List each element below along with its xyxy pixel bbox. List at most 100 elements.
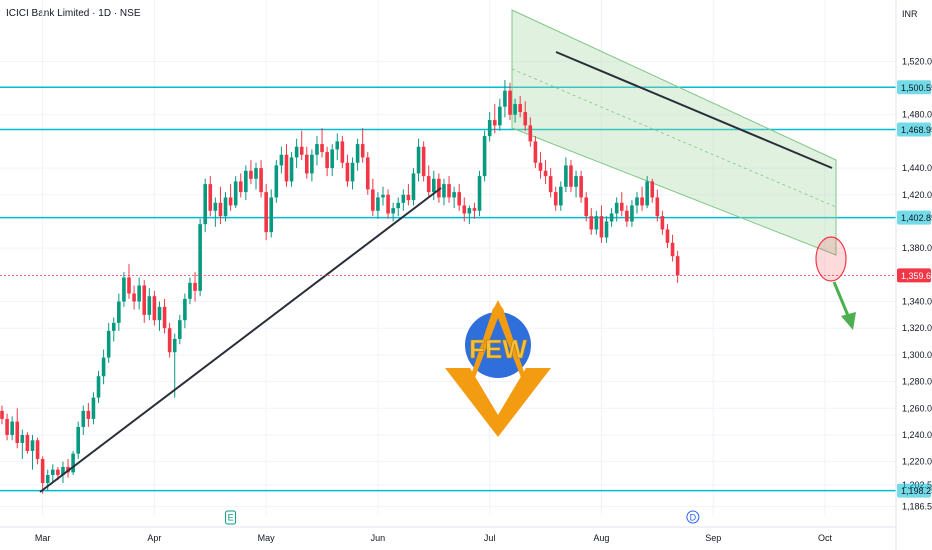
time-tick-label: Aug [593,533,609,543]
candle-body [111,322,116,331]
candle-body [432,178,436,193]
level-badge-label: 1,468.95 [901,125,932,135]
candle-body [619,202,624,211]
time-tick-label: May [258,533,276,543]
price-tick-label: 1,280.00 [902,377,932,387]
candle-body [15,421,20,443]
currency-label[interactable]: INR [902,9,918,19]
candle-body [0,410,4,419]
candle-body [360,144,365,158]
horizontal-levels [0,86,896,492]
candle-body [20,434,25,443]
price-tick-label: 1,260.00 [902,403,932,413]
time-tick-label: Oct [818,533,833,543]
event-marker [225,510,237,525]
candle-body [330,149,334,169]
candle-body [289,157,294,182]
candle-body [396,202,401,209]
candle-body [335,141,340,150]
candle-body [569,165,573,187]
candle-body [564,165,568,187]
candle-body [584,197,588,217]
few-logo: FEW [445,300,551,437]
candle-body [376,197,380,211]
time-tick-label: Apr [147,533,161,543]
candle-body [40,458,45,483]
candle-body [122,277,126,302]
candle-body [386,194,390,214]
candle-body [574,176,578,187]
candle-body [365,157,370,190]
price-tick-label: 1,320.00 [902,323,932,333]
candle-body [589,216,594,230]
regression-channel[interactable] [511,9,837,256]
candle-body [548,176,553,193]
time-tick-label: Jun [371,533,386,543]
candle-body [640,197,644,206]
candle-body [162,306,167,329]
candle-body [244,170,248,193]
level-badge [897,122,931,137]
candle-body [594,216,599,230]
candle-body [518,104,522,113]
candle-body [559,186,563,206]
down-arrow[interactable] [832,281,856,330]
candle-body [487,120,492,137]
candle-body [508,90,512,115]
price-tick-label: 1,186.50 [902,501,932,511]
candle-body [655,197,660,217]
event-marker-label: D [690,513,697,523]
candle-body [5,418,9,435]
candle-body [411,173,416,201]
candle-body [203,184,207,225]
downtrend-line[interactable] [555,51,833,169]
candle-body [543,170,548,177]
candle-body [264,192,268,233]
candle-body [340,141,345,163]
candle-body [426,176,431,193]
candle-body [355,144,360,163]
level-badge-label: 1,500.55 [901,83,932,93]
price-tick-label: 1,240.00 [902,430,932,440]
price-tick-label: 1,480.00 [902,110,932,120]
price-tick-label: 1,420.00 [902,190,932,200]
candle-body [81,410,86,427]
candle-body [609,213,614,222]
candle-body [106,330,111,358]
candle-body [254,168,258,179]
candle-body [310,154,314,174]
price-tick-label: 1,380.00 [902,243,932,253]
candle-body [218,202,223,217]
candle-body [650,181,655,198]
level-badge-label: 1,198.25 [901,486,932,496]
candle-body [665,229,670,243]
candle-body [294,146,299,158]
candle-body [416,146,421,174]
candle-body [213,202,218,211]
candle-body [51,469,55,475]
candle-body [482,136,487,177]
candle-body [35,440,40,459]
candle-body [538,162,543,171]
candle-body [96,376,101,398]
candle-body [10,421,14,435]
candle-body [513,104,517,115]
time-axis[interactable]: Mar Apr May Jun Jul Aug Sep Oct [0,526,896,543]
candle-body [406,194,411,201]
candle-body [457,192,461,206]
uptrend-line[interactable] [39,187,442,493]
candle-body [157,306,162,321]
candle-body [30,440,35,451]
highlight-circle[interactable] [815,236,847,282]
candle-body [503,90,507,107]
price-axis[interactable]: 1,520.00 1,480.00 1,440.00 1,420.00 1,380.00… [895,0,932,550]
candle-body [233,181,238,206]
candle-body [249,170,253,179]
chart-title: ICICI Bank Limited · 1D · NSE [6,8,141,19]
candle-body [630,205,634,222]
candle-body [269,197,274,233]
candle-body [315,144,319,155]
candle-body [442,184,446,198]
